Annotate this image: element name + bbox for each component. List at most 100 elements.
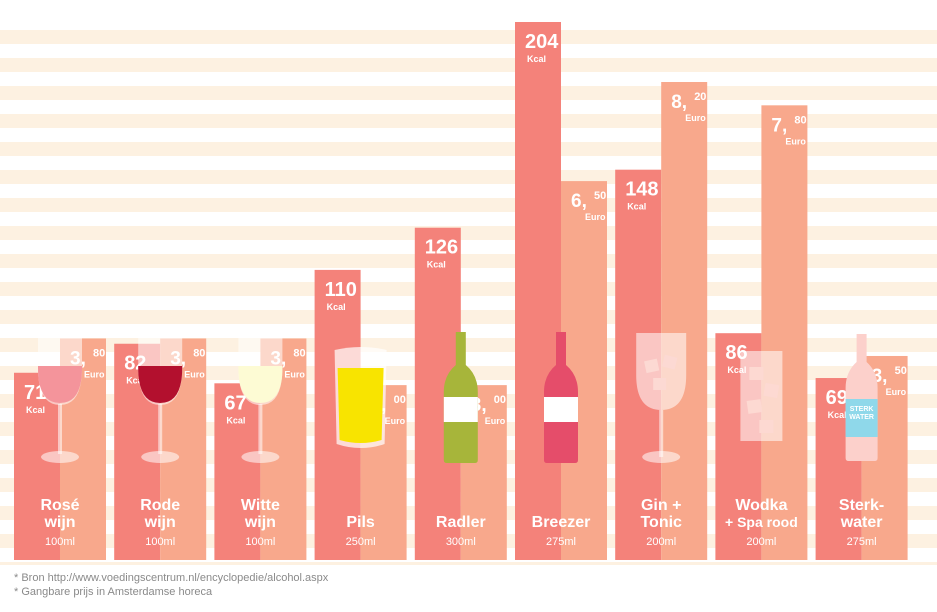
euro-unit-label: Euro xyxy=(585,212,606,222)
beer-liquid xyxy=(337,368,384,443)
drink-name-label: Rosé xyxy=(40,497,79,514)
glass-stem xyxy=(158,404,163,454)
kcal-unit-label: Kcal xyxy=(327,302,346,312)
glass-foot xyxy=(642,451,681,463)
price-footnote: * Gangbare prijs in Amsterdamse horeca xyxy=(14,586,213,598)
kcal-bar xyxy=(214,383,261,560)
drink-name-label: Wodka xyxy=(735,497,787,514)
kcal-value-label: 148 xyxy=(625,179,658,201)
euro-bar xyxy=(761,105,808,560)
euro-decimal-label: 00 xyxy=(494,394,506,406)
drink-name-label: Sterk- xyxy=(839,497,884,514)
kcal-unit-label: Kcal xyxy=(527,54,546,64)
drink-volume-label: 100ml xyxy=(245,536,275,548)
glass-stem xyxy=(258,404,263,454)
kcal-unit-label: Kcal xyxy=(226,415,245,425)
drink-name-label: wijn xyxy=(43,514,75,531)
kcal-value-label: 110 xyxy=(325,279,357,301)
euro-unit-label: Euro xyxy=(284,369,305,379)
drink-name-label: Rode xyxy=(140,497,180,514)
bottle-label xyxy=(443,397,478,422)
drink-name-label: Tonic xyxy=(640,514,682,531)
euro-decimal-label: 50 xyxy=(594,190,606,202)
drink-volume-label: 200ml xyxy=(746,536,776,548)
kcal-price-chart: 71Kcal3,80EuroRoséwijn100ml82Kcal3,80Eur… xyxy=(0,22,937,565)
drink-icon xyxy=(544,332,578,463)
water-bottle xyxy=(845,334,878,461)
wine-liquid xyxy=(238,366,283,403)
drink-volume-label: 100ml xyxy=(45,536,75,548)
background-stripe xyxy=(0,58,937,72)
bottle-label xyxy=(544,397,578,422)
ice-cube xyxy=(763,382,780,399)
kcal-value-label: 126 xyxy=(425,237,458,259)
kcal-unit-label: Kcal xyxy=(828,410,847,420)
euro-decimal-label: 80 xyxy=(293,347,305,359)
ice-cube xyxy=(759,420,774,433)
euro-value-label: 6, xyxy=(571,191,587,212)
background-stripe xyxy=(0,86,937,100)
drink-name-label: wijn xyxy=(244,514,276,531)
euro-unit-label: Euro xyxy=(184,369,205,379)
euro-decimal-label: 00 xyxy=(394,394,406,406)
euro-bar xyxy=(661,82,708,560)
drink-name-label: Radler xyxy=(436,514,486,531)
euro-decimal-label: 80 xyxy=(794,114,806,126)
drink-icon xyxy=(238,333,283,463)
kcal-value-label: 67 xyxy=(224,392,246,414)
kcal-unit-label: Kcal xyxy=(126,376,145,386)
euro-unit-label: Euro xyxy=(485,416,506,426)
water-bottle-label-text: STERK xyxy=(850,406,874,413)
kcal-value-label: 204 xyxy=(525,31,559,53)
ice-cube xyxy=(653,378,667,390)
glass-stem xyxy=(58,404,62,454)
drink-name-label: Gin + xyxy=(641,497,681,514)
euro-value-label: 7, xyxy=(771,115,787,136)
footnotes: * Bron http://www.voedingscentrum.nl/enc… xyxy=(14,571,328,599)
euro-decimal-label: 50 xyxy=(895,365,907,377)
water-bottle-label-text: WATER xyxy=(849,414,874,421)
ice-cube xyxy=(746,399,763,414)
background-stripe xyxy=(0,30,937,44)
euro-unit-label: Euro xyxy=(685,113,706,123)
background-stripe xyxy=(0,562,937,565)
drink-icon xyxy=(443,332,478,463)
drink-volume-label: 200ml xyxy=(646,536,676,548)
euro-decimal-label: 80 xyxy=(193,347,205,359)
drink-icon xyxy=(740,351,783,441)
kcal-unit-label: Kcal xyxy=(627,202,646,212)
drink-name-label: wijn xyxy=(144,514,176,531)
ice-cube xyxy=(749,367,764,380)
gin-bowl xyxy=(636,333,687,410)
euro-unit-label: Euro xyxy=(785,136,806,146)
drink-icon xyxy=(636,333,687,463)
wine-liquid xyxy=(38,366,82,403)
euro-unit-label: Euro xyxy=(385,416,406,426)
euro-decimal-label: 80 xyxy=(93,347,105,359)
source-footnote: * Bron http://www.voedingscentrum.nl/enc… xyxy=(14,572,329,584)
wine-liquid xyxy=(138,366,183,403)
drink-volume-label: 100ml xyxy=(145,536,175,548)
ice-cube xyxy=(661,354,678,370)
glass-foot xyxy=(241,451,280,463)
drink-icon xyxy=(38,333,82,463)
water-bottle-label xyxy=(845,399,878,437)
drink-name-label: Witte xyxy=(241,497,280,514)
euro-value-label: 8, xyxy=(671,92,687,113)
drink-name-label: water xyxy=(840,514,883,531)
glass-foot xyxy=(141,451,180,463)
kcal-unit-label: Kcal xyxy=(727,365,746,375)
glass-foot xyxy=(41,451,79,463)
drink-name-label: Breezer xyxy=(532,514,591,531)
kcal-bar xyxy=(515,22,561,560)
euro-unit-label: Euro xyxy=(886,387,907,397)
